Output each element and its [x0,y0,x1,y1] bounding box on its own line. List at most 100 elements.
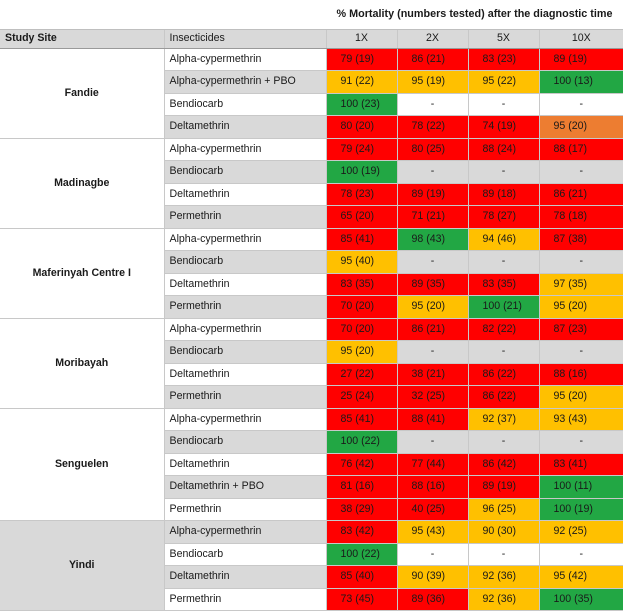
mortality-cell: 95 (20) [396,295,468,319]
mortality-cell: 95 (19) [396,70,468,94]
insecticide-name: Deltamethrin [163,565,327,589]
mortality-cell: 82 (22) [467,318,539,341]
mortality-cell: 79 (19) [325,48,397,71]
table-row: Yindi Alpha-cypermethrin 83 (42) 95 (43) 90 … [0,520,623,611]
mortality-cell: 100 (22) [325,543,397,566]
column-header-insecticides: Insecticides [163,29,326,49]
mortality-cell: 38 (21) [396,363,468,386]
mortality-cell: 89 (19) [538,48,623,71]
mortality-cell: 70 (20) [325,295,397,319]
mortality-cell: - [467,93,539,116]
table-row: Permethrin 73 (45) 89 (36) 92 (36) 100 (35) [0,588,623,611]
mortality-cell: 73 (45) [325,588,397,611]
mortality-cell: 78 (23) [325,183,397,206]
table-row: Moribayah Alpha-cypermethrin 70 (20) 86 (21… [0,318,623,409]
mortality-cell: 89 (35) [396,273,468,296]
insecticide-name: Bendiocarb [163,160,327,184]
mortality-cell: 98 (43) [396,228,468,251]
table-row: Deltamethrin 78 (23) 89 (19) 89 (18) 86 (21) [0,183,623,206]
mortality-cell: - [467,160,539,184]
mortality-cell: - [538,93,623,116]
table-row: Bendiocarb 95 (40) - - - [0,250,623,274]
table-row: Permethrin 38 (29) 40 (25) 96 (25) 100 (19) [0,498,623,521]
mortality-cell: 77 (44) [396,453,468,476]
insecticide-name: Bendiocarb [163,250,327,274]
table-row: Fandie Alpha-cypermethrin 79 (19) 86 (21) 83… [0,48,623,139]
table-row: Maferinyah Centre I Alpha-cypermethrin 85 … [0,228,623,319]
mortality-cell: 88 (24) [467,138,539,161]
mortality-cell: 70 (20) [325,318,397,341]
study-site-name: Yindi [0,520,165,611]
insecticide-name: Alpha-cypermethrin [163,48,327,71]
mortality-cell: 86 (22) [467,363,539,386]
table-row: Bendiocarb 100 (23) - - - [0,93,623,116]
table-row: Deltamethrin + PBO 81 (16) 88 (16) 89 (19) 1… [0,475,623,499]
insecticide-name: Deltamethrin [163,363,327,386]
mortality-cell: 88 (41) [396,408,468,431]
table-row: Permethrin 65 (20) 71 (21) 78 (27) 78 (18) [0,205,623,229]
mortality-cell: 86 (21) [396,318,468,341]
table-row: Bendiocarb 100 (22) - - - [0,430,623,454]
mortality-cell: - [396,250,468,274]
mortality-cell: 95 (40) [325,250,397,274]
table-row: Madinagbe Alpha-cypermethrin 79 (24) 80 (25… [0,138,623,229]
mortality-cell: 95 (20) [538,295,623,319]
column-header-1x: 1X [325,29,397,49]
mortality-cell: 85 (40) [325,565,397,589]
mortality-cell: 83 (41) [538,453,623,476]
table-row: Senguelen Alpha-cypermethrin 85 (41) 88 (41… [0,408,623,521]
column-header-2x: 2X [396,29,468,49]
table-row: Bendiocarb 100 (19) - - - [0,160,623,184]
insecticide-name: Deltamethrin + PBO [163,475,327,499]
table-row: Deltamethrin 85 (40) 90 (39) 92 (36) 95 (42) [0,565,623,589]
mortality-cell: 88 (17) [538,138,623,161]
mortality-cell: - [396,93,468,116]
mortality-cell: 74 (19) [467,115,539,139]
mortality-cell: 92 (36) [467,588,539,611]
insecticide-name: Alpha-cypermethrin [163,318,327,341]
insecticide-name: Alpha-cypermethrin [163,408,327,431]
mortality-cell: 89 (19) [467,475,539,499]
mortality-cell: 100 (23) [325,93,397,116]
table-row: Deltamethrin 80 (20) 78 (22) 74 (19) 95 (20) [0,115,623,139]
study-site-name: Fandie [0,48,165,139]
mortality-cell: 95 (43) [396,520,468,544]
mortality-cell: 79 (24) [325,138,397,161]
mortality-cell: 93 (43) [538,408,623,431]
insecticide-name: Bendiocarb [163,543,327,566]
mortality-cell: 89 (18) [467,183,539,206]
table-title: % Mortality (numbers tested) after the d… [326,0,623,30]
insecticide-name: Alpha-cypermethrin + PBO [163,70,327,94]
mortality-cell: 78 (18) [538,205,623,229]
table-row: Alpha-cypermethrin + PBO 91 (22) 95 (19) 95… [0,70,623,94]
study-site-name: Madinagbe [0,138,165,229]
mortality-cell: 92 (37) [467,408,539,431]
mortality-cell: 65 (20) [325,205,397,229]
table-row: Deltamethrin 27 (22) 38 (21) 86 (22) 88 (16) [0,363,623,386]
mortality-cell: 83 (35) [325,273,397,296]
mortality-cell: 90 (30) [467,520,539,544]
mortality-cell: - [396,543,468,566]
mortality-cell: - [396,430,468,454]
insecticide-name: Deltamethrin [163,273,327,296]
mortality-cell: - [538,430,623,454]
mortality-cell: 95 (20) [325,340,397,364]
table-row: Bendiocarb 95 (20) - - - [0,340,623,364]
mortality-cell: 95 (42) [538,565,623,589]
mortality-cell: 90 (39) [396,565,468,589]
mortality-cell: 86 (21) [538,183,623,206]
table-row: Bendiocarb 100 (22) - - - [0,543,623,566]
insecticide-name: Bendiocarb [163,93,327,116]
mortality-cell: 80 (20) [325,115,397,139]
column-header-5x: 5X [467,29,539,49]
mortality-cell: - [396,160,468,184]
mortality-cell: 100 (22) [325,430,397,454]
table-row: Deltamethrin 76 (42) 77 (44) 86 (42) 83 (41) [0,453,623,476]
mortality-cell: 100 (13) [538,70,623,94]
insecticide-name: Deltamethrin [163,115,327,139]
mortality-cell: 89 (19) [396,183,468,206]
mortality-cell: 91 (22) [325,70,397,94]
study-site-name: Moribayah [0,318,165,409]
